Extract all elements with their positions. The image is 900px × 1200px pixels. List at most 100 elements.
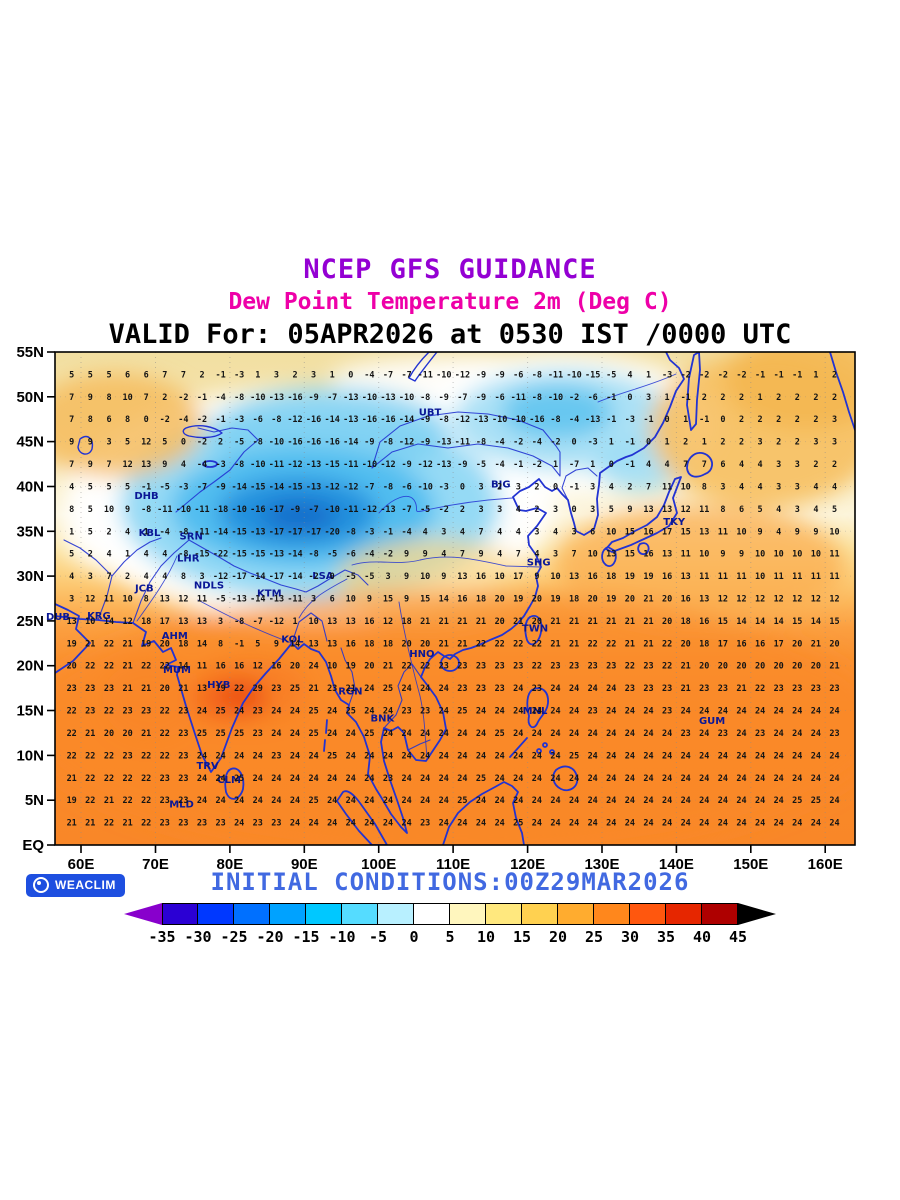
svg-text:3: 3 [534, 527, 539, 537]
svg-text:7: 7 [702, 460, 707, 470]
svg-text:2: 2 [218, 438, 223, 448]
colorbar: -35 -30 -25 -20 -15 -10 -5 0 5 10 15 20 25 30 35 40 45 [124, 903, 776, 948]
svg-text:1: 1 [125, 550, 130, 560]
svg-text:9: 9 [758, 527, 763, 537]
svg-text:24: 24 [774, 729, 784, 739]
svg-text:-4: -4 [197, 460, 207, 470]
svg-text:23: 23 [755, 729, 765, 739]
colorbar-cell [234, 903, 270, 925]
svg-text:18: 18 [606, 572, 616, 582]
svg-text:-3: -3 [234, 415, 244, 425]
colorbar-label: -25 [220, 928, 248, 946]
svg-text:-4: -4 [215, 393, 225, 403]
svg-text:-8: -8 [234, 460, 244, 470]
svg-text:20: 20 [420, 639, 430, 649]
svg-text:20: 20 [681, 639, 691, 649]
svg-text:10: 10 [681, 483, 691, 493]
svg-text:-13: -13 [380, 393, 395, 403]
svg-text:TWN: TWN [522, 624, 548, 635]
svg-text:2: 2 [534, 505, 539, 515]
svg-text:21: 21 [625, 617, 635, 627]
svg-text:24: 24 [718, 819, 728, 829]
svg-text:24: 24 [439, 774, 449, 784]
svg-text:16: 16 [215, 662, 225, 672]
svg-text:-17: -17 [269, 505, 284, 515]
svg-text:15: 15 [625, 527, 635, 537]
svg-text:20: 20 [122, 729, 132, 739]
svg-text:23: 23 [160, 774, 170, 784]
svg-text:14: 14 [811, 617, 821, 627]
svg-text:3: 3 [776, 483, 781, 493]
svg-text:24: 24 [327, 729, 337, 739]
svg-text:6: 6 [106, 415, 111, 425]
svg-text:3: 3 [572, 527, 577, 537]
svg-text:15: 15 [420, 595, 430, 605]
svg-text:-7: -7 [308, 505, 318, 515]
svg-text:21: 21 [569, 639, 579, 649]
svg-text:3: 3 [832, 438, 837, 448]
svg-text:24: 24 [662, 796, 672, 806]
svg-text:25: 25 [364, 729, 374, 739]
svg-text:22: 22 [662, 662, 672, 672]
svg-text:SHG: SHG [527, 557, 551, 568]
svg-text:130E: 130E [584, 856, 619, 873]
svg-text:25: 25 [346, 707, 356, 717]
svg-text:21: 21 [122, 662, 132, 672]
svg-text:15N: 15N [16, 703, 44, 720]
svg-text:20: 20 [532, 617, 542, 627]
svg-text:-4: -4 [160, 527, 170, 537]
svg-text:3: 3 [69, 595, 74, 605]
svg-text:24: 24 [420, 796, 430, 806]
svg-text:24: 24 [308, 819, 318, 829]
svg-text:9: 9 [627, 505, 632, 515]
svg-text:24: 24 [364, 819, 374, 829]
svg-text:13: 13 [197, 617, 207, 627]
svg-text:-11: -11 [194, 527, 209, 537]
svg-text:24: 24 [532, 707, 542, 717]
svg-text:24: 24 [401, 684, 411, 694]
chart-title: NCEP GFS GUIDANCE [303, 254, 597, 285]
svg-text:80E: 80E [217, 856, 244, 873]
svg-text:24: 24 [606, 751, 616, 761]
svg-text:24: 24 [346, 751, 356, 761]
svg-text:-3: -3 [178, 483, 188, 493]
svg-text:10: 10 [792, 550, 802, 560]
svg-text:-7: -7 [569, 460, 579, 470]
svg-text:24: 24 [755, 707, 765, 717]
svg-text:22: 22 [104, 662, 114, 672]
svg-text:24: 24 [401, 729, 411, 739]
svg-text:9: 9 [720, 550, 725, 560]
svg-text:8: 8 [88, 415, 93, 425]
svg-text:25: 25 [234, 729, 244, 739]
svg-text:0: 0 [720, 415, 725, 425]
svg-text:21: 21 [308, 684, 318, 694]
svg-text:24: 24 [774, 819, 784, 829]
svg-text:-10: -10 [232, 505, 247, 515]
svg-text:3: 3 [590, 505, 595, 515]
svg-text:MNL: MNL [523, 706, 548, 717]
svg-text:22: 22 [141, 819, 151, 829]
svg-text:24: 24 [699, 729, 709, 739]
svg-text:24: 24 [755, 774, 765, 784]
svg-text:HYB: HYB [207, 680, 230, 691]
svg-text:3: 3 [478, 505, 483, 515]
colorbar-cell [198, 903, 234, 925]
svg-text:21: 21 [643, 639, 653, 649]
svg-text:21: 21 [141, 684, 151, 694]
svg-text:2: 2 [683, 438, 688, 448]
svg-text:16: 16 [755, 639, 765, 649]
svg-text:11: 11 [718, 572, 728, 582]
svg-text:10: 10 [420, 572, 430, 582]
svg-text:-8: -8 [308, 550, 318, 560]
svg-text:11: 11 [811, 572, 821, 582]
svg-text:3: 3 [776, 460, 781, 470]
svg-text:24: 24 [736, 819, 746, 829]
svg-text:24: 24 [401, 751, 411, 761]
svg-text:1: 1 [702, 438, 707, 448]
svg-text:7: 7 [69, 460, 74, 470]
svg-text:13: 13 [699, 595, 709, 605]
svg-text:23: 23 [67, 684, 77, 694]
svg-text:-13: -13 [380, 505, 395, 515]
svg-text:24: 24 [792, 819, 802, 829]
svg-text:24: 24 [550, 684, 560, 694]
